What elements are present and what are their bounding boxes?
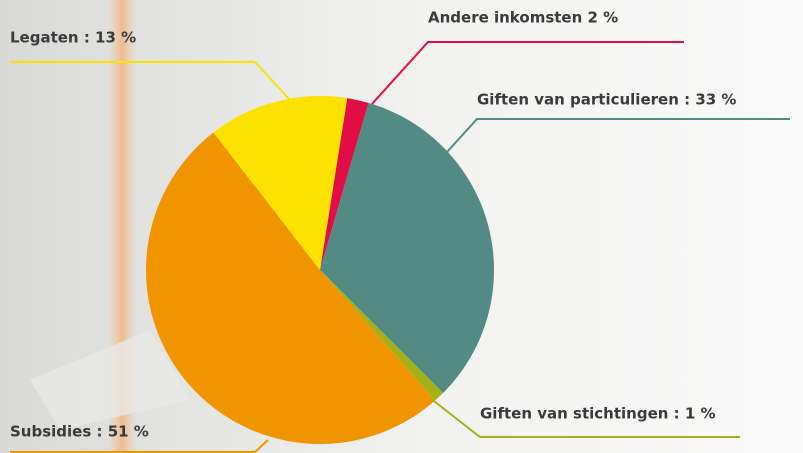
slice-label: Andere inkomsten 2 %: [428, 9, 618, 27]
slice-label: Subsidies : 51 %: [10, 423, 149, 441]
slice-label: Legaten : 13 %: [10, 29, 136, 47]
chart: Andere inkomsten 2 % Giften van particuli…: [0, 0, 803, 453]
slice-label: Giften van particulieren : 33 %: [477, 91, 736, 109]
slice-label: Giften van stichtingen : 1 %: [480, 405, 716, 423]
